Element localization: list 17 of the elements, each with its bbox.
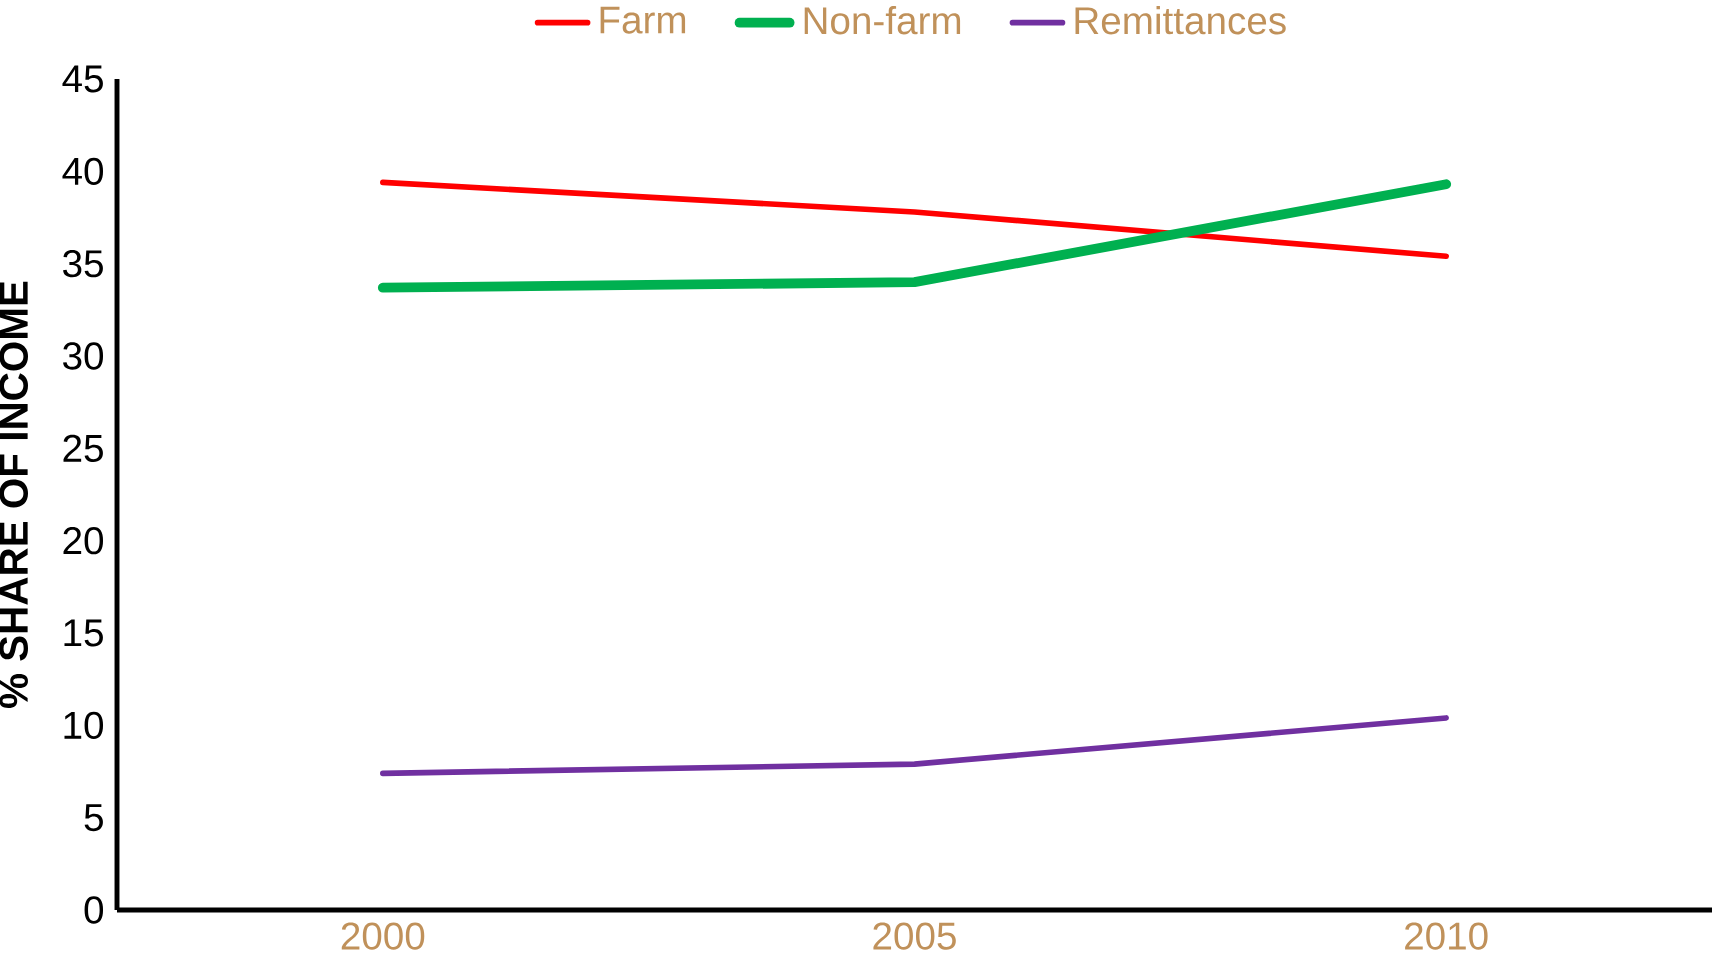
y-tick-label: 40 [62, 157, 104, 186]
x-tick-label: 2010 [1405, 922, 1488, 950]
y-tick-label: 0 [84, 896, 104, 924]
legend-label: Non-farm [804, 6, 961, 35]
y-tick-label: 20 [63, 527, 104, 555]
y-tick-label: 5 [84, 804, 103, 832]
y-tick-label: 10 [64, 711, 104, 740]
y-tick-label: 45 [62, 65, 103, 93]
y-tick-label: 35 [63, 250, 103, 278]
y-tick-label: 30 [63, 342, 104, 370]
x-tick-label: 2005 [873, 922, 956, 950]
x-tick-label: 2000 [341, 922, 425, 950]
legend-label: Farm [600, 6, 686, 34]
y-axis-title: % SHARE OF INCOME [0, 281, 29, 708]
y-tick-label: 25 [63, 434, 103, 463]
legend-label: Remittances [1075, 6, 1286, 35]
y-tick-label: 15 [64, 619, 103, 647]
